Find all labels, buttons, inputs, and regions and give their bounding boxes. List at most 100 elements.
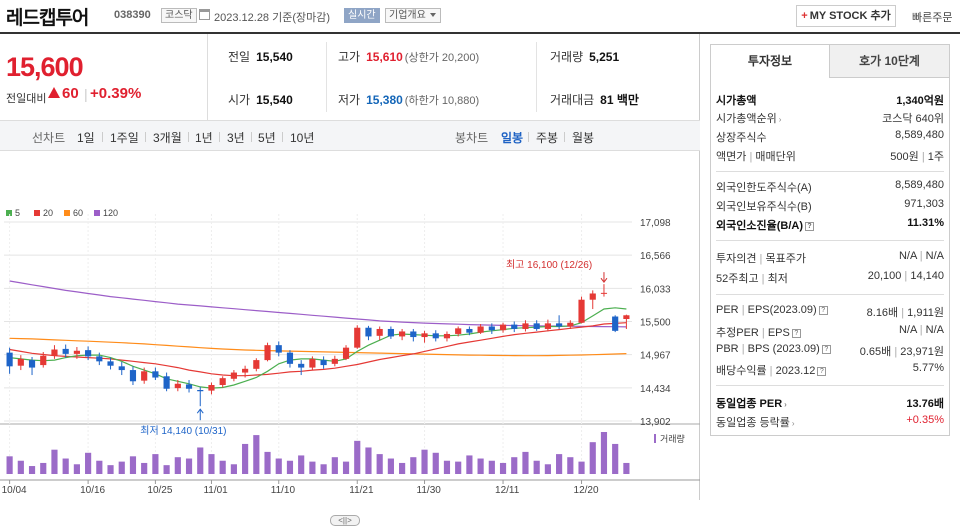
row-market-cap: 시가총액 1,340억원 [716,92,944,110]
volume-bar [275,458,282,474]
price-box: 15,600 전일대비 60 | +0.39% [0,34,208,120]
period-1d[interactable]: 1일 [77,131,95,145]
candle-body [163,376,170,389]
row-value: N/A [898,250,917,262]
candle-daily[interactable]: 일봉 [501,131,524,145]
period-3y[interactable]: 3년 [227,131,245,145]
tab-investment-info[interactable]: 투자정보 [711,45,830,78]
row-value: 5.77% [912,362,944,374]
chevron-right-icon: › [784,400,787,409]
x-tick-label: 10/25 [147,485,172,496]
max-label: 최고 16,100 (12/26) [506,259,592,271]
candle-body [242,368,249,373]
row-label-2: 목표주가 [765,253,806,265]
tab-orderbook[interactable]: 호가 10단계 [830,45,949,78]
row-foreign-limit: 외국인한도주식수(A) 8,589,480 [716,179,944,197]
help-icon[interactable]: ? [821,345,831,354]
volume-bar [623,462,630,474]
candle-body [466,328,473,333]
candle-body [623,315,630,320]
top-bar: 레드캡투어 038390 코스닥 2023.12.28 기준(장마감) 실시간 … [0,0,960,32]
help-icon[interactable]: ? [818,306,828,315]
row-sector-rate: 동일업종 등락률 › +0.35% [716,414,944,432]
legend-swatch [6,210,12,216]
x-tick-label: 10/16 [80,485,105,496]
row-shares: 상장주식수 8,589,480 [716,129,944,147]
period-sep [219,132,220,142]
period-sep [564,132,565,142]
info-divider [716,385,944,386]
row-per-eps: PER | EPS(2023.09)? 8.16배 | 1,911원 [716,304,944,319]
volume-bar [96,460,103,474]
x-tick-label: 11/30 [417,485,442,496]
volume-bar [6,456,13,474]
period-3m[interactable]: 3개월 [153,131,182,145]
candle-body [342,347,350,359]
period-sep [282,132,283,142]
volume-bar [477,458,484,474]
candle-body [73,350,80,354]
price-diff-value: 60 [62,85,79,102]
min-arrow-head [196,408,204,414]
candle-body [399,331,406,337]
x-tick-label: 11/10 [271,485,296,496]
period-1w[interactable]: 1주일 [110,131,139,145]
row-label-2: BPS (2023.09) [747,343,820,355]
help-icon[interactable]: ? [805,222,814,231]
period-sep [188,132,189,142]
legend-label: 60 [73,208,84,218]
period-1y[interactable]: 1년 [195,131,213,145]
row-value: 500원 [890,151,919,163]
row-face-value: 액면가 | 매매단위 500원 | 1주 [716,151,944,163]
volume-bar [118,461,125,474]
y-tick-label: 14,434 [640,384,671,395]
volume-bar [40,462,47,474]
stat-divider [536,42,537,112]
chart-svg: 17,098 16,566 16,033 15,500 14,967 14,434 13,9… [0,214,700,496]
row-label: 추정PER [716,327,759,339]
price-chart[interactable]: 5 20 60 120 17,098 16,566 16,033 15,500 14,9… [0,152,700,500]
candle-body [264,345,271,361]
candle-body [141,371,148,381]
legend-ma20: 20 [34,208,53,218]
realtime-button[interactable]: 실시간 [344,8,380,23]
period-10y[interactable]: 10년 [290,131,315,145]
stat-label: 전일 [228,50,251,64]
row-value: 코스닥 640위 [882,113,944,125]
help-icon[interactable]: ? [817,367,827,376]
add-mystock-button[interactable]: + MY STOCK 추가 [796,5,896,27]
stat-prev-close: 전일 15,540 [228,48,293,65]
y-tick-label: 14,967 [640,351,671,362]
candle-body [62,348,69,354]
volume-bar [600,432,608,474]
candle-body [477,326,484,333]
candle-body [410,331,417,338]
row-value: 0.65배 [859,346,892,358]
volume-bar [107,465,114,474]
period-5y[interactable]: 5년 [258,131,276,145]
help-icon[interactable]: ? [791,329,801,338]
volume-bar [28,466,36,474]
market-tag: 코스닥 [161,8,197,23]
company-overview-dropdown[interactable]: 기업개요 [385,8,441,23]
plus-icon: + [801,10,808,22]
ma60-line [9,337,627,357]
info-divider [716,171,944,172]
x-tick-label: 11/21 [349,485,374,496]
up-triangle-icon [48,87,60,98]
row-label: 시가총액 [716,95,757,107]
row-sector-per: 동일업종 PER › 13.76배 [716,395,944,413]
stat-label: 거래량 [550,50,584,64]
candle-body [174,383,181,389]
volume-bar [376,454,383,474]
candle-weekly[interactable]: 주봉 [536,131,559,145]
quick-order-link[interactable]: 빠른주문 [912,12,953,24]
chart-scroll-handle[interactable]: <||> [330,515,360,526]
candle-body [443,333,451,339]
max-arrow-head [600,277,608,283]
volume-bar [152,454,159,474]
candle-body [578,299,585,323]
candle-monthly[interactable]: 월봉 [572,131,595,145]
row-label: 시가총액순위 [716,113,777,125]
stat-high: 고가 15,610 (상한가 20,200) [338,48,479,65]
